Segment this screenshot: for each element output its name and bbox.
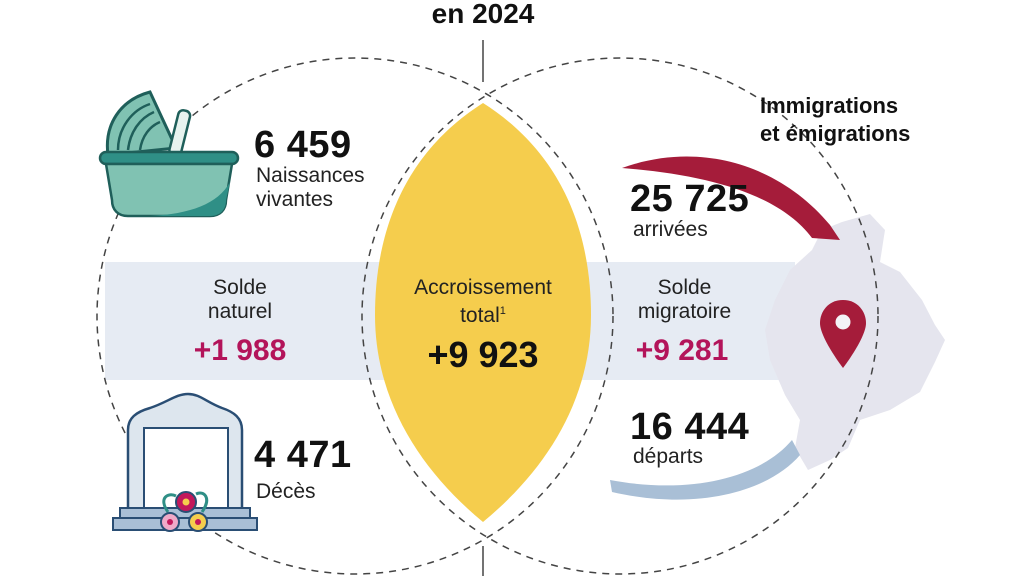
gravestone-icon: [112, 392, 258, 532]
migration-balance-label-line1: Solde: [657, 276, 712, 299]
total-growth-lens: [375, 103, 591, 522]
migration-balance-label-line2: migratoire: [637, 300, 732, 323]
migrations-heading-line1: Immigrations: [760, 93, 899, 118]
total-growth-label-line2: total: [460, 304, 500, 327]
cradle-icon: [98, 90, 240, 218]
departure-arrow: [610, 440, 800, 500]
total-growth-footnote: 1: [499, 305, 506, 317]
births-label-line2: vivantes: [256, 188, 334, 211]
departures-value: 16 444: [630, 406, 750, 448]
natural-balance-label-line2: naturel: [207, 300, 273, 323]
arrival-arrow: [622, 156, 840, 240]
births-label-line1: Naissances: [256, 164, 365, 187]
departures-label: départs: [633, 445, 704, 468]
total-growth-value: +9 923: [427, 334, 539, 375]
page-title: en 2024: [431, 0, 535, 29]
left-circle: [96, 57, 614, 575]
deaths-value: 4 471: [254, 434, 352, 476]
natural-balance-value: +1 988: [193, 334, 287, 367]
arrivals-label: arrivées: [633, 218, 708, 241]
births-value: 6 459: [254, 124, 352, 166]
natural-balance-label-line1: Solde: [213, 276, 267, 299]
right-circle: [361, 57, 879, 575]
map-pin-icon: [820, 300, 866, 368]
total-growth-label-line1: Accroissement: [414, 276, 552, 299]
deaths-label: Décès: [256, 480, 316, 503]
migration-balance-value: +9 281: [635, 334, 729, 367]
arrivals-value: 25 725: [630, 178, 750, 220]
migrations-heading-line2: et émigrations: [760, 121, 911, 146]
